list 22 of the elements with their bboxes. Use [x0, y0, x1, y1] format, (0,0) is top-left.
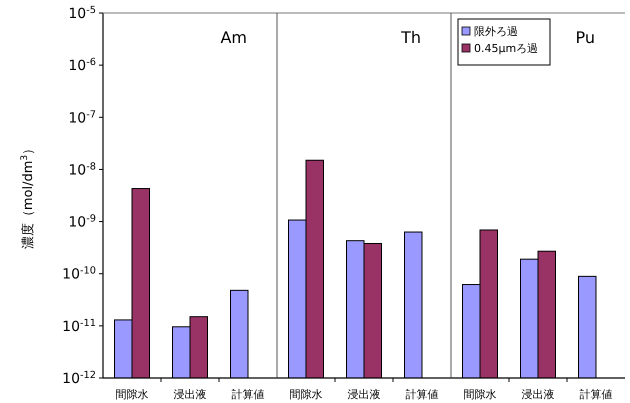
- x-tick-label: 計算値: [406, 388, 438, 401]
- y-tick-label: 10$^{-5}$: [68, 4, 96, 22]
- text: Am: [220, 28, 247, 47]
- text: Pu: [575, 28, 595, 47]
- legend-label: 限外ろ過: [474, 25, 518, 38]
- x-tick-label: 計算値: [580, 388, 612, 401]
- x-tick-label: 間隙水: [290, 388, 322, 401]
- x-tick-label: 浸出液: [348, 388, 380, 401]
- y-tick-label: 10$^{-10}$: [62, 265, 96, 283]
- x-tick-label: 間隙水: [464, 388, 496, 401]
- y-tick-label: 10$^{-7}$: [68, 108, 96, 126]
- x-tick-label: 間隙水: [116, 388, 148, 401]
- y-tick-label: 10$^{-9}$: [68, 213, 96, 231]
- y-tick-label: 10$^{-8}$: [68, 160, 96, 178]
- y-tick-label: 10$^{-6}$: [68, 56, 96, 74]
- legend-label: 0.45μmろ過: [474, 42, 538, 55]
- text: Th: [400, 28, 421, 47]
- x-tick-label: 浸出液: [174, 388, 206, 401]
- y-tick-label: 10$^{-11}$: [62, 317, 96, 335]
- y-tick-label: 10$^{-12}$: [62, 370, 96, 387]
- x-tick-label: 浸出液: [522, 388, 554, 401]
- x-tick-label: 計算値: [232, 388, 264, 401]
